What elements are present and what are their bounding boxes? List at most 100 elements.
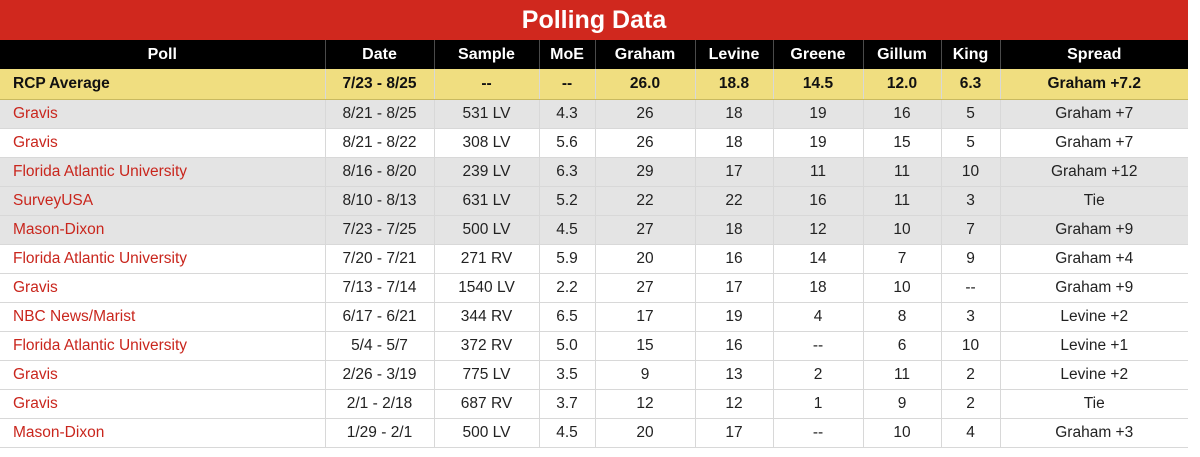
sample-cell: 271 RV (434, 244, 540, 274)
date-cell: 8/21 - 8/22 (325, 128, 435, 158)
king-cell: 3 (941, 302, 1001, 332)
graham-cell: 22 (595, 186, 696, 216)
poll-name-link[interactable]: Gravis (0, 273, 326, 303)
sample-cell: 239 LV (434, 157, 540, 187)
polling-data-panel: Polling Data Poll Date Sample MoE Graham… (0, 0, 1188, 448)
header-moe[interactable]: MoE (539, 40, 596, 69)
spread-cell: Graham +4 (1000, 244, 1188, 274)
graham-cell: 17 (595, 302, 696, 332)
levine-cell: 18 (695, 99, 774, 129)
king-cell: 3 (941, 186, 1001, 216)
greene-cell: 16 (773, 186, 864, 216)
greene-cell: 4 (773, 302, 864, 332)
gillum-cell: 9 (863, 389, 942, 419)
header-date[interactable]: Date (325, 40, 435, 69)
moe-cell: 4.5 (539, 215, 596, 245)
date-cell: 7/23 - 7/25 (325, 215, 435, 245)
table-row: Florida Atlantic University 8/16 - 8/20 23… (0, 157, 1188, 187)
table-row: Florida Atlantic University 5/4 - 5/7 372 … (0, 331, 1188, 361)
poll-name-link[interactable]: Mason-Dixon (0, 418, 326, 448)
spread-cell: Graham +9 (1000, 273, 1188, 303)
table-row: Gravis 2/26 - 3/19 775 LV 3.5 9 13 2 11 2 Levine … (0, 360, 1188, 390)
date-cell: 1/29 - 2/1 (325, 418, 435, 448)
moe-cell: 4.5 (539, 418, 596, 448)
graham-cell: 26 (595, 128, 696, 158)
gillum-cell: 15 (863, 128, 942, 158)
rcp-average-row: RCP Average 7/23 - 8/25 -- -- 26.0 18.8 … (0, 69, 1188, 100)
moe-cell: 3.5 (539, 360, 596, 390)
average-king: 6.3 (941, 69, 1001, 100)
average-date: 7/23 - 8/25 (325, 69, 435, 100)
moe-cell: 5.9 (539, 244, 596, 274)
table-row: Florida Atlantic University 7/20 - 7/21 27… (0, 244, 1188, 274)
date-cell: 2/1 - 2/18 (325, 389, 435, 419)
poll-name-link[interactable]: Gravis (0, 128, 326, 158)
spread-cell: Graham +7 (1000, 128, 1188, 158)
poll-name-link[interactable]: Mason-Dixon (0, 215, 326, 245)
moe-cell: 3.7 (539, 389, 596, 419)
spread-cell: Levine +2 (1000, 302, 1188, 332)
king-cell: 10 (941, 331, 1001, 361)
gillum-cell: 11 (863, 157, 942, 187)
levine-cell: 16 (695, 244, 774, 274)
poll-name-link[interactable]: SurveyUSA (0, 186, 326, 216)
header-greene[interactable]: Greene (773, 40, 864, 69)
spread-cell: Tie (1000, 389, 1188, 419)
table-row: Gravis 8/21 - 8/22 308 LV 5.6 26 18 19 15 5 Graha… (0, 128, 1188, 158)
poll-name-link[interactable]: Gravis (0, 389, 326, 419)
greene-cell: 11 (773, 157, 864, 187)
poll-name-link[interactable]: Gravis (0, 360, 326, 390)
header-spread[interactable]: Spread (1000, 40, 1188, 69)
spread-cell: Levine +2 (1000, 360, 1188, 390)
poll-name-link[interactable]: Florida Atlantic University (0, 331, 326, 361)
gillum-cell: 10 (863, 273, 942, 303)
moe-cell: 6.3 (539, 157, 596, 187)
header-sample[interactable]: Sample (434, 40, 540, 69)
moe-cell: 5.2 (539, 186, 596, 216)
graham-cell: 15 (595, 331, 696, 361)
greene-cell: -- (773, 331, 864, 361)
greene-cell: 12 (773, 215, 864, 245)
header-king[interactable]: King (941, 40, 1001, 69)
date-cell: 6/17 - 6/21 (325, 302, 435, 332)
greene-cell: 1 (773, 389, 864, 419)
header-gillum[interactable]: Gillum (863, 40, 942, 69)
sample-cell: 308 LV (434, 128, 540, 158)
levine-cell: 17 (695, 418, 774, 448)
greene-cell: 19 (773, 99, 864, 129)
sample-cell: 687 RV (434, 389, 540, 419)
gillum-cell: 16 (863, 99, 942, 129)
graham-cell: 9 (595, 360, 696, 390)
average-greene: 14.5 (773, 69, 864, 100)
greene-cell: 2 (773, 360, 864, 390)
spread-cell: Graham +9 (1000, 215, 1188, 245)
date-cell: 5/4 - 5/7 (325, 331, 435, 361)
poll-name-link[interactable]: Florida Atlantic University (0, 244, 326, 274)
average-sample: -- (434, 69, 540, 100)
gillum-cell: 10 (863, 418, 942, 448)
levine-cell: 22 (695, 186, 774, 216)
poll-name-link[interactable]: NBC News/Marist (0, 302, 326, 332)
spread-cell: Levine +1 (1000, 331, 1188, 361)
header-poll[interactable]: Poll (0, 40, 326, 69)
levine-cell: 18 (695, 128, 774, 158)
spread-cell: Graham +12 (1000, 157, 1188, 187)
sample-cell: 1540 LV (434, 273, 540, 303)
poll-name-link[interactable]: Gravis (0, 99, 326, 129)
levine-cell: 19 (695, 302, 774, 332)
average-graham: 26.0 (595, 69, 696, 100)
graham-cell: 12 (595, 389, 696, 419)
gillum-cell: 8 (863, 302, 942, 332)
header-graham[interactable]: Graham (595, 40, 696, 69)
table-row: Gravis 2/1 - 2/18 687 RV 3.7 12 12 1 9 2 Tie (0, 389, 1188, 419)
average-gillum: 12.0 (863, 69, 942, 100)
date-cell: 7/13 - 7/14 (325, 273, 435, 303)
poll-name-link[interactable]: Florida Atlantic University (0, 157, 326, 187)
header-levine[interactable]: Levine (695, 40, 774, 69)
table-row: NBC News/Marist 6/17 - 6/21 344 RV 6.5 17 19 4… (0, 302, 1188, 332)
gillum-cell: 6 (863, 331, 942, 361)
king-cell: 10 (941, 157, 1001, 187)
spread-cell: Tie (1000, 186, 1188, 216)
greene-cell: 14 (773, 244, 864, 274)
sample-cell: 344 RV (434, 302, 540, 332)
